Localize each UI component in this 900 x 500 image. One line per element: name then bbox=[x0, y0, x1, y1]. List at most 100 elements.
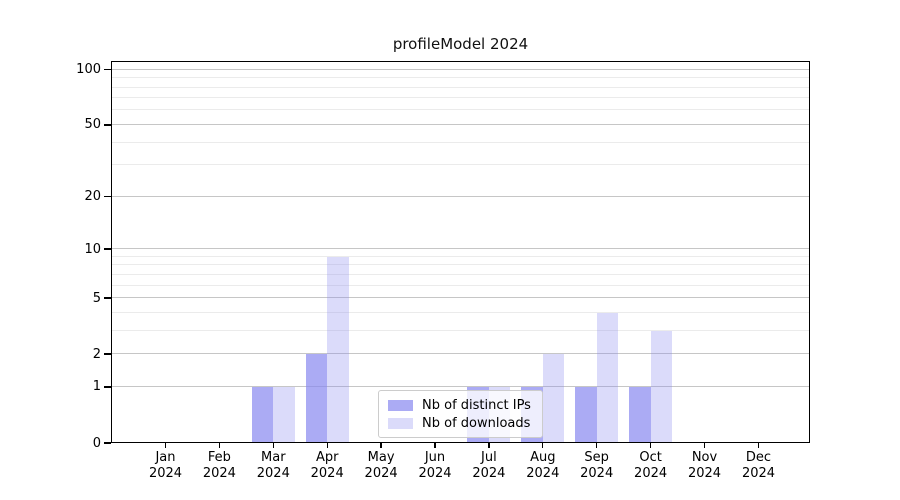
x-tick-label-line: 2024 bbox=[310, 465, 344, 481]
x-tick-label-line: 2024 bbox=[202, 465, 236, 481]
x-tick-label-line: Jul bbox=[481, 450, 497, 465]
x-tick-mark-jul bbox=[488, 443, 490, 448]
y-tick-mark-1 bbox=[104, 386, 111, 388]
gridline-y-5 bbox=[111, 297, 810, 298]
gridline-y-10 bbox=[111, 248, 810, 249]
x-tick-label-jan: Jan 2024 bbox=[134, 450, 198, 481]
legend-item-distinct-ips: Nb of distinct IPs bbox=[388, 398, 533, 413]
x-tick-label-aug: Aug 2024 bbox=[511, 450, 575, 481]
legend: Nb of distinct IPs Nb of downloads bbox=[378, 390, 543, 438]
bar-distinct-ips-sep bbox=[575, 386, 597, 443]
y-tick-mark-50 bbox=[104, 124, 111, 126]
gridline-y-9 bbox=[111, 255, 810, 257]
bar-downloads-oct bbox=[650, 330, 673, 443]
bar-downloads-sep bbox=[596, 312, 619, 443]
x-tick-mark-may bbox=[380, 443, 382, 448]
x-tick-label-line: 2024 bbox=[526, 465, 560, 481]
x-tick-label-line: 2024 bbox=[364, 465, 398, 481]
x-tick-label-line: Dec bbox=[745, 450, 772, 465]
gridline-y-100 bbox=[111, 68, 810, 70]
x-tick-mark-feb bbox=[218, 443, 221, 448]
legend-swatch-downloads bbox=[388, 417, 413, 429]
x-tick-mark-dec bbox=[757, 443, 760, 448]
y-tick-label-0: 0 bbox=[92, 435, 101, 451]
x-tick-label-line: Mar bbox=[261, 450, 286, 465]
x-tick-label-line: 2024 bbox=[580, 465, 614, 481]
y-tick-mark-5 bbox=[104, 297, 111, 299]
y-tick-label-1: 1 bbox=[92, 379, 101, 395]
gridline-y-8 bbox=[111, 264, 810, 266]
x-tick-label-line: Feb bbox=[207, 450, 231, 465]
y-tick-label-20: 20 bbox=[84, 189, 101, 205]
gridline-y-70 bbox=[111, 97, 810, 99]
y-tick-label-10: 10 bbox=[84, 241, 101, 257]
x-tick-label-line: Oct bbox=[639, 450, 662, 465]
y-tick-label-5: 5 bbox=[92, 290, 101, 306]
x-tick-label-line: 2024 bbox=[741, 465, 776, 481]
gridline-y-90 bbox=[111, 77, 810, 79]
gridline-y-7 bbox=[111, 273, 810, 275]
gridline-y-20 bbox=[111, 195, 810, 197]
gridline-y-60 bbox=[111, 109, 810, 111]
x-tick-mark-nov bbox=[703, 443, 706, 448]
x-tick-label-line: 2024 bbox=[148, 465, 183, 481]
chart-title: profileModel 2024 bbox=[392, 35, 529, 53]
y-tick-label-50: 50 bbox=[84, 117, 101, 133]
y-tick-mark-10 bbox=[104, 248, 111, 250]
y-tick-label-100: 100 bbox=[76, 62, 101, 78]
bar-distinct-ips-mar bbox=[251, 386, 274, 443]
x-tick-label-line: 2024 bbox=[472, 465, 506, 481]
bar-distinct-ips-apr bbox=[305, 354, 328, 443]
x-tick-label-jun: Jun 2024 bbox=[403, 450, 467, 481]
x-tick-mark-aug bbox=[542, 443, 544, 448]
x-tick-label-mar: Mar 2024 bbox=[241, 450, 305, 481]
bar-downloads-apr bbox=[327, 256, 349, 443]
x-tick-label-nov: Nov 2024 bbox=[673, 450, 737, 481]
x-tick-label-line: Sep bbox=[584, 450, 609, 465]
gridline-y-50 bbox=[111, 123, 810, 125]
x-tick-label-line: May bbox=[367, 450, 395, 465]
x-tick-label-jul: Jul 2024 bbox=[457, 450, 521, 481]
x-tick-mark-jan bbox=[164, 443, 167, 448]
x-tick-mark-apr bbox=[326, 443, 328, 448]
x-tick-label-may: May 2024 bbox=[349, 450, 413, 481]
bar-distinct-ips-oct bbox=[629, 386, 651, 443]
x-tick-label-line: Apr bbox=[315, 450, 339, 465]
x-tick-label-line: Aug bbox=[530, 450, 556, 465]
plot-area bbox=[111, 61, 810, 443]
x-tick-label-dec: Dec 2024 bbox=[727, 450, 791, 481]
gridline-y-2 bbox=[111, 353, 810, 355]
gridline-y-30 bbox=[111, 164, 810, 166]
x-tick-label-sep: Sep 2024 bbox=[565, 450, 629, 481]
x-tick-label-line: Nov bbox=[691, 450, 718, 465]
x-tick-label-oct: Oct 2024 bbox=[619, 450, 683, 481]
x-tick-mark-jun bbox=[434, 443, 436, 448]
gridline-y-4 bbox=[111, 311, 810, 313]
bar-downloads-mar bbox=[273, 386, 295, 443]
gridline-y-80 bbox=[111, 86, 810, 88]
x-tick-label-line: Jan bbox=[155, 450, 176, 465]
gridline-y-1 bbox=[111, 385, 810, 387]
bar-downloads-aug bbox=[542, 354, 565, 443]
x-tick-label-line: 2024 bbox=[634, 465, 668, 481]
x-tick-label-line: 2024 bbox=[256, 465, 290, 481]
x-tick-mark-oct bbox=[649, 443, 652, 448]
legend-label-downloads: Nb of downloads bbox=[422, 415, 531, 431]
legend-item-downloads: Nb of downloads bbox=[388, 416, 533, 431]
gridline-y-40 bbox=[111, 141, 810, 143]
y-tick-mark-100 bbox=[104, 68, 111, 71]
legend-swatch-distinct-ips bbox=[388, 399, 413, 411]
y-tick-label-2: 2 bbox=[92, 346, 101, 362]
gridline-y-3 bbox=[111, 329, 810, 331]
x-tick-label-line: Jun bbox=[424, 450, 446, 465]
y-tick-mark-0 bbox=[104, 442, 111, 444]
x-tick-mark-mar bbox=[272, 443, 274, 448]
x-tick-label-apr: Apr 2024 bbox=[295, 450, 359, 481]
x-tick-label-line: 2024 bbox=[418, 465, 452, 481]
x-tick-label-feb: Feb 2024 bbox=[187, 450, 251, 481]
legend-label-distinct-ips: Nb of distinct IPs bbox=[422, 397, 531, 413]
x-tick-label-line: 2024 bbox=[687, 465, 722, 481]
y-tick-mark-20 bbox=[104, 196, 111, 198]
x-tick-mark-sep bbox=[596, 443, 598, 448]
